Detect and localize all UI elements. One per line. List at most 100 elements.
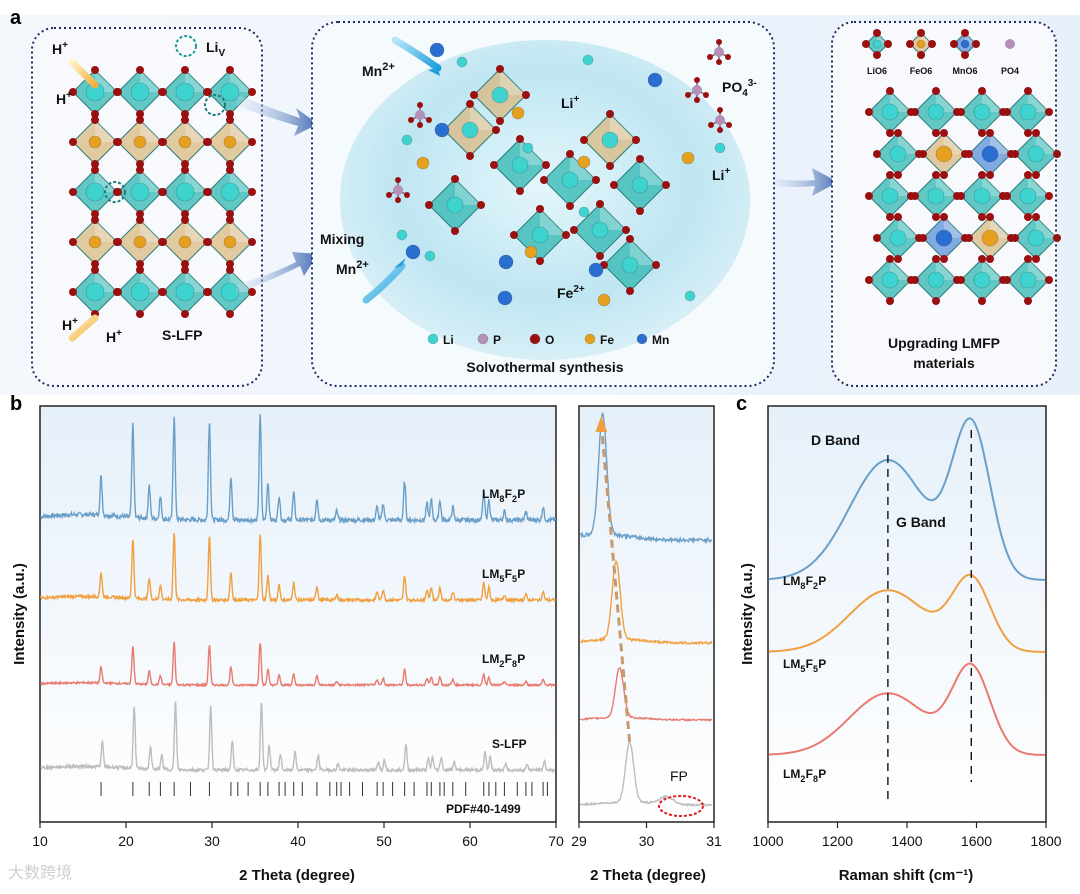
zoom-series-line — [579, 741, 712, 807]
po4-tetrahedron — [707, 39, 731, 65]
fp-highlight-icon — [658, 795, 704, 817]
atom — [1027, 145, 1045, 163]
po4-label: PO43- — [722, 78, 757, 99]
legend-label: Li — [443, 333, 454, 347]
x-tick-label: 10 — [32, 833, 48, 849]
atom — [881, 271, 899, 289]
fe-atom — [88, 135, 102, 149]
fe-atom — [416, 156, 430, 170]
li-atom — [631, 176, 649, 194]
li-atom — [522, 142, 534, 154]
atom — [935, 229, 953, 247]
zoom-xlabel: 2 Theta (degree) — [590, 867, 706, 884]
fe-atom — [133, 235, 147, 249]
li-atom — [456, 56, 468, 68]
li-atom — [396, 229, 408, 241]
legend-label: Mn — [652, 333, 669, 347]
xrd-series-line — [40, 641, 556, 688]
legend-atom — [916, 39, 926, 49]
lmfp-caption-line2: materials — [913, 355, 975, 371]
h-plus-label: H+ — [56, 90, 72, 107]
xrd-xlabel: 2 Theta (degree) — [239, 867, 355, 884]
arrowhead-icon — [595, 416, 608, 432]
x-tick-label: 20 — [118, 833, 134, 849]
atom — [927, 187, 945, 205]
li-atom — [220, 82, 240, 102]
xrd-ylabel: Intensity (a.u.) — [11, 563, 28, 665]
h-plus-label: H+ — [106, 328, 122, 345]
atom — [1019, 103, 1037, 121]
x-tick-label: 1800 — [1030, 833, 1061, 849]
legend-swatch — [477, 333, 489, 345]
mn-arrow-icon — [362, 262, 406, 304]
fe-atom — [223, 135, 237, 149]
xrd-series-label: LM5 F5 P — [482, 567, 525, 584]
mixing-label: Mixing — [320, 231, 364, 247]
h-plus-label: H+ — [52, 40, 68, 57]
li-atom — [85, 182, 105, 202]
flow-arrow-icon — [236, 95, 318, 136]
mn-atom — [497, 290, 513, 306]
fp-label: FP — [670, 768, 688, 784]
li-atom — [130, 282, 150, 302]
x-tick-label: 1600 — [961, 833, 992, 849]
fe-atom — [88, 235, 102, 249]
fe-atom — [223, 235, 237, 249]
li-atom — [220, 182, 240, 202]
atom — [981, 145, 999, 163]
xrd-series-label: LM8 F2 P — [482, 487, 525, 504]
s-lfp-label: S-LFP — [162, 327, 202, 343]
atom — [973, 271, 991, 289]
mn-label: Mn2+ — [336, 259, 369, 277]
x-tick-label: 60 — [462, 833, 478, 849]
flow-arrow-icon — [770, 168, 838, 196]
flow-arrow-icon — [236, 252, 318, 294]
xrd-series-line — [40, 701, 556, 774]
x-tick-label: 50 — [376, 833, 392, 849]
li-vacancy-icon — [104, 181, 126, 203]
atom — [973, 187, 991, 205]
li-label: Li+ — [561, 94, 579, 111]
s-lfp-crystal — [69, 66, 256, 318]
atom — [927, 103, 945, 121]
x-tick-label: 29 — [571, 833, 587, 849]
atom — [1019, 271, 1037, 289]
h-plus-arrow-icon — [68, 314, 99, 342]
legend-label: P — [493, 333, 501, 347]
li-atom — [621, 256, 639, 274]
raman-xlabel: Raman shift (cm⁻¹) — [839, 867, 974, 884]
li-vacancy-label: LiV — [206, 39, 225, 59]
legend-label: MnO6 — [952, 66, 977, 76]
li-atom — [85, 282, 105, 302]
li-label: Li+ — [712, 166, 730, 183]
li-atom — [130, 82, 150, 102]
peak-shift-arrow-icon — [599, 423, 632, 743]
mn-atom — [498, 254, 514, 270]
g-band-label: G Band — [896, 514, 946, 530]
zoom-series-line — [579, 559, 713, 646]
po4-tetrahedron — [408, 102, 432, 128]
li-atom — [582, 54, 594, 66]
legend-label: Fe — [600, 333, 614, 347]
mn-atom — [405, 244, 421, 260]
legend-label: PO4 — [1001, 66, 1019, 76]
fe-atom — [511, 106, 525, 120]
solvothermal-caption: Solvothermal synthesis — [466, 359, 623, 375]
legend-atom — [960, 39, 970, 49]
mn-atom — [647, 72, 663, 88]
zoom-series-line — [579, 412, 712, 545]
d-band-label: D Band — [811, 432, 860, 448]
li-atom — [491, 86, 509, 104]
panel-c-letter: c — [736, 393, 747, 415]
atom — [889, 145, 907, 163]
atom — [881, 103, 899, 121]
lmfp-crystal — [865, 87, 1061, 305]
middle-box: Mn2+ Mixing Mn2+ Li+ Li+ Fe2+ PO43- Li P O… — [311, 21, 775, 387]
pdf-reference-ticks — [100, 782, 548, 796]
xrd-series-line — [39, 414, 557, 525]
legend-swatch — [584, 333, 596, 345]
atom — [927, 271, 945, 289]
li-atom — [175, 82, 195, 102]
atom — [981, 229, 999, 247]
atom — [935, 145, 953, 163]
